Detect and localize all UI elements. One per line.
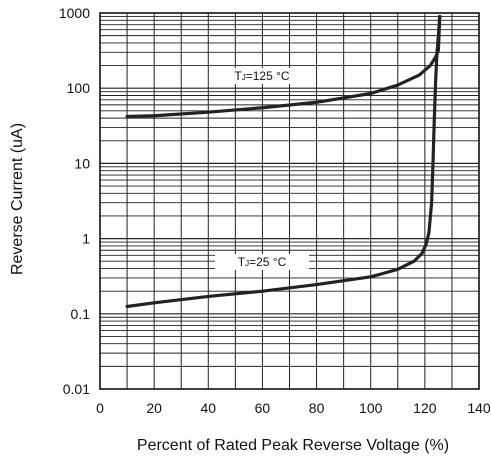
label-tj-25c: TJ=25 °C <box>215 254 309 270</box>
plot-border <box>99 12 480 390</box>
x-tick-label: 120 <box>413 400 437 416</box>
series-label-text: TJ=25 °C <box>238 255 287 269</box>
y-tick-label: 1 <box>82 231 90 247</box>
y-tick-label: 10 <box>74 155 90 171</box>
x-tick-label: 20 <box>146 400 162 416</box>
curves <box>125 14 442 309</box>
y-tick-label: 100 <box>67 80 91 96</box>
series-line-tj-125c <box>125 14 442 119</box>
plot-frame <box>99 12 480 390</box>
x-tick-label: 60 <box>255 400 271 416</box>
y-axis-title: Reverse Current (uA) <box>9 123 26 275</box>
series-labels: TJ=125 °C TJ=25 °C <box>215 68 309 270</box>
x-tick-label: 140 <box>467 400 491 416</box>
x-axis-ticks: 0 20 40 60 80 100 120 140 <box>96 400 491 416</box>
x-tick-label: 40 <box>200 400 216 416</box>
x-axis-title: Percent of Rated Peak Reverse Voltage (%… <box>137 437 449 454</box>
label-background <box>215 254 309 270</box>
x-tick-label: 0 <box>96 400 104 416</box>
y-tick-label: 0.1 <box>71 306 91 322</box>
x-tick-label: 100 <box>359 400 383 416</box>
x-tick-label: 80 <box>309 400 325 416</box>
y-axis-ticks: 0.01 0.1 1 10 100 1000 <box>59 5 90 397</box>
y-tick-label: 0.01 <box>63 381 90 397</box>
y-tick-label: 1000 <box>59 5 90 21</box>
series-line-tj-25c <box>125 14 442 309</box>
label-tj-125c: TJ=125 °C <box>215 68 309 84</box>
series-label-text: TJ=125 °C <box>234 69 290 83</box>
label-background <box>215 68 309 84</box>
